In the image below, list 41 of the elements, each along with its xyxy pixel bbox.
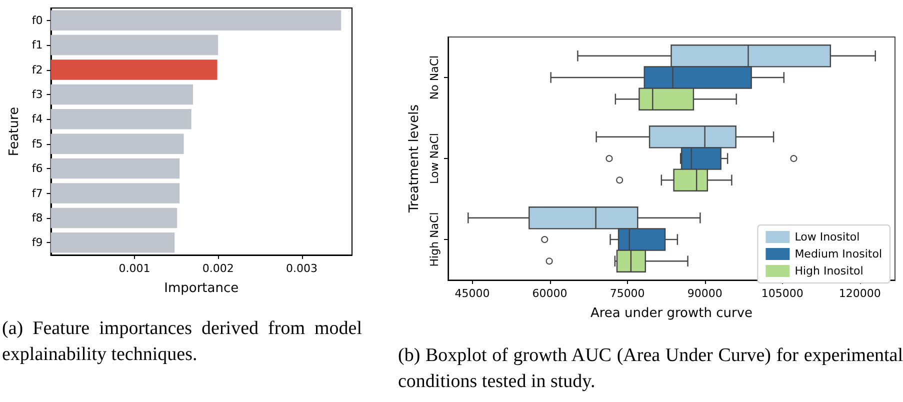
y-tick-label: f2 <box>32 63 43 76</box>
bar <box>50 134 184 154</box>
y-tick-label: f9 <box>32 236 43 250</box>
y-tick-label: f0 <box>32 14 43 27</box>
text: (b) Boxplot of growth AUC (Area Under Curve) for experimental conditions tested in study. <box>398 344 903 394</box>
x-axis-title: Area under growth curve <box>590 306 753 321</box>
bar <box>50 84 194 105</box>
x-tick-label: 45000 <box>454 287 490 300</box>
x-tick-label: 75000 <box>610 287 645 300</box>
y-tick-label: f6 <box>32 162 43 176</box>
y-tick-label: f3 <box>32 88 43 101</box>
x-tick-label: 0.003 <box>286 262 318 275</box>
y-tick-label: f8 <box>32 211 43 224</box>
bar <box>50 158 180 179</box>
legend-label: Medium Inositol <box>794 248 882 260</box>
legend-label: High Inositol <box>794 264 864 278</box>
bar <box>50 60 218 80</box>
legend-label: Low Inositol <box>794 230 860 244</box>
x-tick-label: 0.001 <box>118 262 150 275</box>
y-tick-label: No NaCl <box>428 55 441 100</box>
x-tick-label: 105000 <box>761 287 804 300</box>
x-tick-label: 120000 <box>838 287 881 300</box>
text: (a) Feature importances derived from model explainability techniques. <box>2 317 362 367</box>
y-axis-title: Feature <box>7 106 22 156</box>
y-tick-label: f1 <box>32 38 43 52</box>
x-tick-label: 60000 <box>532 287 568 300</box>
bar <box>50 208 178 228</box>
bar <box>50 34 218 56</box>
bar <box>50 109 192 130</box>
bar <box>50 183 180 204</box>
bar <box>50 10 342 30</box>
y-axis-title: Treatment levels <box>407 104 422 214</box>
y-tick-label: Low NaCl <box>428 133 441 184</box>
x-axis-title: Importance <box>164 281 239 296</box>
x-tick-label: 0.002 <box>202 262 234 275</box>
y-tick-label: High NaCl <box>428 212 441 267</box>
y-tick-label: f7 <box>32 186 43 200</box>
y-tick-label: f5 <box>32 137 43 150</box>
bar <box>50 232 175 253</box>
x-tick-label: 90000 <box>687 287 722 300</box>
y-tick-label: f4 <box>32 112 43 126</box>
